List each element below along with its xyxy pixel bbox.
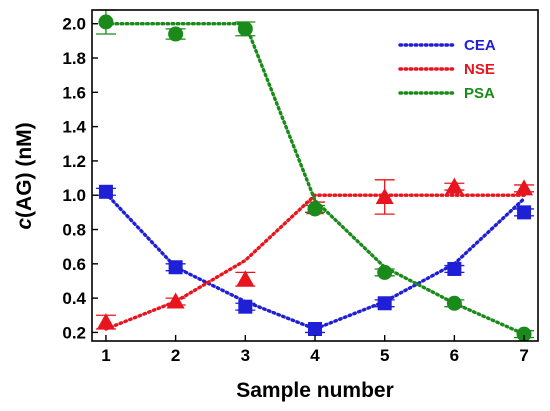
data-point-psa-6 — [446, 295, 462, 311]
axes-layer: 1 2 3 4 5 6 7 0.2 0.4 0.6 0.8 1.0 1.2 1.4 1.6 1.8 2.0 — [62, 15, 528, 365]
legend-label: PSA — [464, 85, 495, 102]
x-tick-label-7: 7 — [519, 346, 528, 365]
data-point-psa-5 — [377, 264, 393, 280]
data-point-nse-5 — [375, 187, 394, 204]
y-axis-title: c(AG) (nM) — [13, 122, 36, 229]
data-point-cea-6 — [447, 261, 462, 276]
x-axis-title: Sample number — [236, 379, 394, 402]
plot-frame — [91, 9, 539, 342]
x-tick-label-2: 2 — [171, 346, 180, 365]
series-layer — [95, 9, 535, 342]
legend-item-cea: CEA — [398, 37, 496, 54]
legend-label: CEA — [464, 37, 496, 54]
x-tick-label-5: 5 — [380, 346, 389, 365]
y-tick-label-2.0: 2.0 — [62, 15, 86, 34]
series-psa — [95, 9, 535, 342]
legend-item-psa: PSA — [398, 85, 495, 102]
data-point-cea-4 — [308, 321, 322, 336]
data-point-psa-1 — [98, 14, 114, 30]
data-point-nse-2 — [166, 292, 185, 309]
series-cea — [95, 184, 535, 336]
y-tick-label-1.4: 1.4 — [62, 118, 86, 137]
data-point-nse-6 — [445, 177, 464, 194]
x-tick-label-3: 3 — [241, 346, 250, 365]
data-point-cea-5 — [377, 296, 392, 311]
legend: CEA NSE PSA — [398, 37, 496, 102]
x-tick-label-1: 1 — [101, 346, 110, 365]
x-tick-label-6: 6 — [450, 346, 459, 365]
data-point-psa-3 — [237, 21, 253, 37]
data-point-cea-3 — [238, 299, 253, 314]
data-point-nse-3 — [236, 270, 255, 287]
legend-label: NSE — [464, 61, 495, 78]
y-tick-label-0.4: 0.4 — [62, 289, 86, 308]
data-point-psa-7 — [516, 326, 532, 342]
y-tick-label-1.2: 1.2 — [62, 152, 86, 171]
data-point-nse-7 — [515, 179, 534, 196]
y-tick-label-0.8: 0.8 — [62, 221, 86, 240]
x-tick-label-4: 4 — [310, 346, 320, 365]
data-point-cea-7 — [517, 205, 532, 220]
data-point-nse-1 — [96, 313, 115, 330]
data-point-cea-2 — [168, 260, 183, 275]
y-tick-label-0.6: 0.6 — [62, 255, 86, 274]
legend-item-nse: NSE — [398, 61, 495, 78]
trend-line-psa — [104, 22, 526, 336]
data-point-psa-2 — [168, 26, 184, 42]
y-tick-label-1.0: 1.0 — [62, 186, 86, 205]
y-tick-label-1.6: 1.6 — [62, 83, 86, 102]
data-point-cea-1 — [98, 184, 113, 199]
y-axis-title-variable: c — [13, 218, 36, 230]
y-tick-label-1.8: 1.8 — [62, 49, 86, 68]
data-point-psa-4 — [307, 201, 323, 217]
y-tick-label-0.2: 0.2 — [62, 323, 86, 342]
y-axis-title-unit: (AG) (nM) — [13, 122, 36, 218]
